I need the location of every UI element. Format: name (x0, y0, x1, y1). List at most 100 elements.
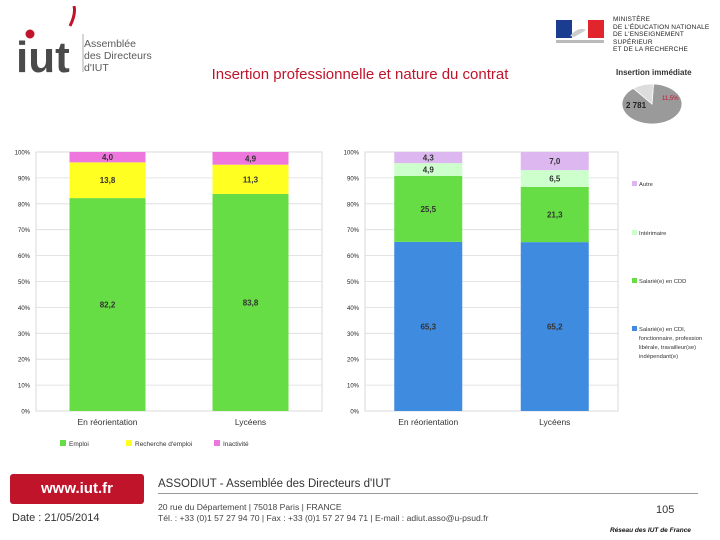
pie-slice (621, 83, 683, 125)
bar-segment (212, 152, 289, 165)
y-tick-label: 80% (347, 202, 360, 208)
page-number: 105 (656, 504, 675, 516)
website-badge[interactable]: www.iut.fr (10, 474, 144, 504)
data-label: 7,0 (549, 157, 561, 166)
data-label: 4,9 (423, 165, 435, 174)
data-label: 25,5 (420, 205, 436, 214)
data-label: 13,8 (100, 176, 116, 185)
legend-label: Recherche d'emploi (135, 441, 192, 448)
bar-segment (212, 193, 289, 411)
logo-line-3: d'IUT (84, 62, 109, 74)
category-label: Lycéens (235, 417, 266, 427)
legend-label: libérale, travailleur(se) (639, 345, 696, 351)
y-tick-label: 20% (18, 358, 31, 364)
data-label: 4,0 (102, 153, 114, 162)
y-tick-label: 30% (18, 332, 31, 338)
pie-label: 11,5% (662, 96, 679, 102)
logo-line-1: Assemblée (84, 38, 136, 50)
bar-segment (394, 175, 463, 242)
y-tick-label: 10% (347, 384, 360, 390)
bar-segment (394, 163, 463, 176)
y-tick-label: 30% (347, 332, 360, 338)
legend-swatch (632, 278, 637, 283)
y-tick-label: 40% (18, 306, 31, 312)
footer-org: ASSODIUT - Assemblée des Directeurs d'IU… (158, 478, 391, 490)
ministry-line-3: DE L'ENSEIGNEMENT SUPÉRIEUR (613, 31, 684, 46)
legend-label: Intérimaire (639, 231, 666, 237)
category-label: En réorientation (398, 417, 458, 427)
ministry-line-4: ET DE LA RECHERCHE (613, 46, 688, 54)
y-tick-label: 10% (18, 384, 31, 390)
y-tick-label: 40% (347, 306, 360, 312)
data-label: 21,3 (547, 211, 563, 220)
legend-label: Autre (639, 182, 653, 188)
legend-swatch (214, 440, 220, 446)
y-tick-label: 70% (347, 228, 360, 234)
bar-segment (394, 152, 463, 164)
logo-swoosh (68, 6, 76, 27)
pie-chart: 2 781 11,5% (621, 83, 683, 125)
data-label: 82,2 (100, 301, 116, 310)
y-tick-label: 0% (350, 410, 359, 416)
legend-label: Salarié(e) en CDD (639, 279, 686, 285)
data-label: 4,9 (245, 154, 257, 163)
legend-label: fonctionnaire, profession (639, 336, 702, 342)
legend-swatch (60, 440, 66, 446)
ministry-flag-logo (556, 20, 604, 43)
bar-segment (520, 152, 589, 171)
logo-main-text: iut (16, 33, 70, 78)
legend-swatch (632, 230, 637, 235)
ministry-line-1: MINISTÈRE (613, 16, 651, 23)
chart-employment-status: 0% 10% 20% 30% 40% 50% 60% 70% 80% 90% 100% 82,2 13,… (15, 151, 323, 448)
data-label: 65,3 (420, 322, 436, 331)
y-tick-label: 90% (18, 176, 31, 182)
y-tick-label: 60% (347, 254, 360, 260)
legend-label: Inactivité (223, 441, 249, 448)
logo-dot (25, 29, 35, 39)
y-tick-label: 60% (18, 254, 31, 260)
legend-label: indépendant(e) (639, 354, 678, 360)
page-title: Insertion professionnelle et nature du c… (211, 66, 509, 83)
logo-line-2: des Directeurs (84, 50, 152, 62)
bar-segment (69, 198, 146, 411)
bar-segment (69, 152, 146, 163)
pie-slice (632, 83, 654, 105)
iut-logo: iut (16, 6, 84, 78)
data-label: 6,5 (549, 175, 561, 184)
logo-subtitle: Assemblée des Directeurs d'IUT (84, 38, 152, 74)
footer-address: 20 rue du Département | 75018 Paris | FR… (158, 502, 488, 524)
legend-label: Salarié(e) en CDI, (639, 327, 686, 333)
date-text: Date : 21/05/2014 (12, 512, 100, 524)
y-tick-label: 50% (18, 280, 31, 286)
y-tick-label: 100% (15, 151, 31, 157)
data-label: 4,3 (423, 154, 435, 163)
bar-segment (212, 164, 289, 194)
legend-swatch (126, 440, 132, 446)
data-label: 11,3 (243, 175, 259, 184)
y-tick-label: 100% (344, 151, 360, 157)
y-tick-label: 0% (21, 410, 30, 416)
bar-segment (520, 186, 589, 243)
footer-divider (158, 493, 698, 494)
data-label: 65,2 (547, 323, 563, 332)
data-label: 83,8 (243, 298, 259, 307)
legend-swatch (632, 181, 637, 186)
y-tick-label: 20% (347, 358, 360, 364)
category-label: Lycéens (539, 417, 570, 427)
ministry-text: MINISTÈRE DE L'ÉDUCATION NATIONALE DE L'… (613, 16, 720, 54)
ministry-line-2: DE L'ÉDUCATION NATIONALE (613, 23, 710, 31)
footer-address-line-1: 20 rue du Département | 75018 Paris | FR… (158, 502, 342, 512)
bar-segment (394, 241, 463, 411)
y-tick-label: 50% (347, 280, 360, 286)
legend-swatch (632, 326, 637, 331)
y-tick-label: 80% (18, 202, 31, 208)
bar-segment (69, 162, 146, 199)
chart-contract-type: 0% 10% 20% 30% 40% 50% 60% 70% 80% 90% 100% 65,3 25,… (344, 151, 703, 428)
category-label: En réorientation (77, 417, 137, 427)
bar-segment (520, 170, 589, 187)
y-tick-label: 90% (347, 176, 360, 182)
pie-title: Insertion immédiate (616, 68, 692, 77)
legend-label: Emploi (69, 441, 89, 448)
bar-segment (520, 242, 589, 411)
network-name: Réseau des IUT de France (610, 527, 691, 534)
